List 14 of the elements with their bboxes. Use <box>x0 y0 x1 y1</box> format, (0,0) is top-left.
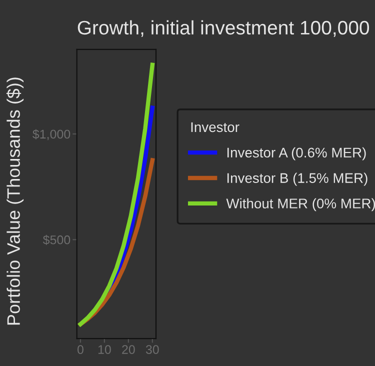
legend-label: Without MER (0% MER) <box>226 198 375 212</box>
y-axis-title: Portfolio Value (Thousands ($)) <box>6 78 24 325</box>
legend-label: Investor A (0.6% MER) <box>227 147 366 160</box>
y-tick-label: $500 <box>42 234 70 246</box>
line-series <box>107 106 154 292</box>
legend-label: Investor B (1.5% MER) <box>227 172 368 186</box>
text: Growth, initial investment 100,000 <box>78 20 370 37</box>
x-tick-label: 30 <box>146 345 159 354</box>
x-tick-label: 10 <box>98 345 111 354</box>
legend-title: Investor <box>191 122 240 132</box>
line-series <box>78 62 154 326</box>
x-tick-label: 0 <box>77 345 84 354</box>
x-tick-label: 20 <box>122 345 135 354</box>
y-tick-label: $1,000 <box>32 129 70 140</box>
